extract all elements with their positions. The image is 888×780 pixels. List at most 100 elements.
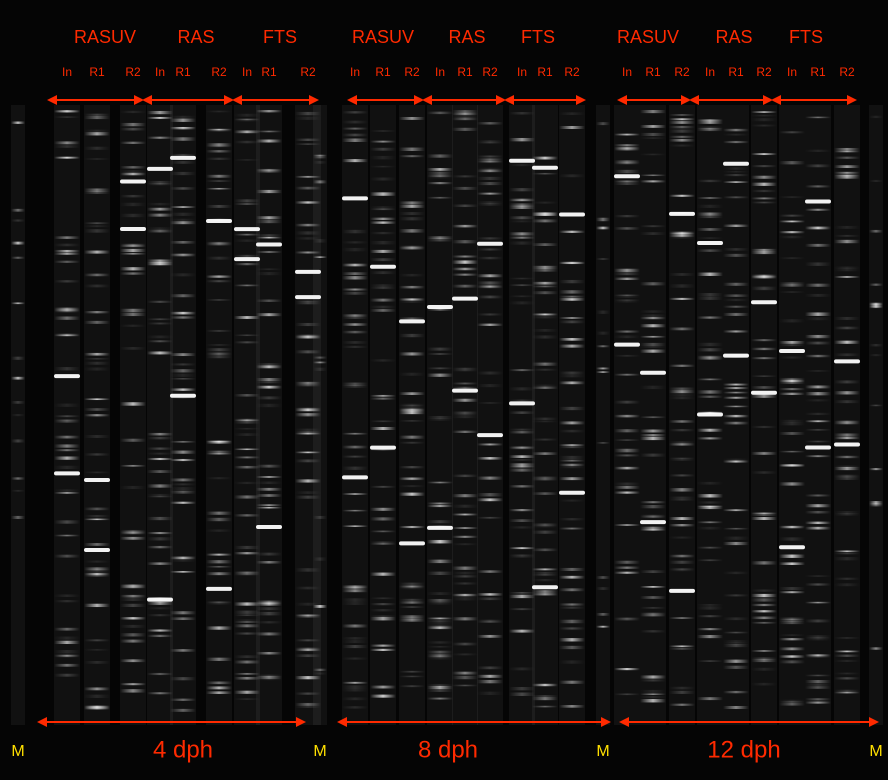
band (120, 312, 146, 317)
band (399, 204, 425, 208)
band (751, 621, 777, 624)
band (427, 571, 453, 576)
band (313, 605, 327, 608)
band (669, 129, 695, 133)
band (834, 436, 860, 440)
group-label: RAS (448, 27, 485, 47)
band (532, 315, 558, 319)
band (669, 118, 695, 121)
band (370, 685, 396, 689)
band (697, 412, 723, 417)
band (452, 175, 478, 178)
band (477, 597, 503, 601)
band (509, 431, 535, 434)
band (170, 161, 196, 164)
band (779, 545, 805, 550)
band (342, 445, 368, 449)
band (640, 225, 666, 228)
band (120, 530, 146, 533)
band (54, 663, 80, 667)
band (723, 405, 749, 408)
band (751, 598, 777, 602)
lane-label: R1 (810, 65, 826, 79)
band (84, 273, 110, 277)
band (669, 144, 695, 147)
band (54, 334, 80, 337)
band (399, 299, 425, 303)
band (669, 496, 695, 500)
band (206, 174, 232, 178)
band (751, 357, 777, 360)
band (206, 517, 232, 522)
band (532, 219, 558, 223)
band (452, 617, 478, 621)
band (477, 176, 503, 180)
band (84, 146, 110, 150)
band (477, 476, 503, 480)
band (295, 702, 321, 706)
band (147, 614, 173, 617)
band (84, 572, 110, 576)
band (805, 445, 831, 450)
band (147, 166, 173, 171)
band (120, 639, 146, 643)
band (805, 116, 831, 119)
lane-label: R1 (175, 65, 191, 79)
band (779, 419, 805, 423)
band (640, 570, 666, 574)
band (669, 703, 695, 706)
band (751, 425, 777, 429)
band (532, 362, 558, 366)
band (54, 489, 80, 492)
band (452, 597, 478, 601)
band (84, 415, 110, 418)
band (509, 459, 535, 461)
band (805, 521, 831, 525)
band (697, 634, 723, 639)
band (751, 512, 777, 515)
band (399, 201, 425, 205)
band (614, 429, 640, 433)
band (370, 305, 396, 309)
lane (834, 105, 860, 725)
band (723, 460, 749, 463)
band (477, 155, 503, 160)
band (532, 525, 558, 528)
band (54, 249, 80, 253)
band (779, 282, 805, 285)
band (805, 312, 831, 316)
band (54, 449, 80, 452)
band (669, 457, 695, 460)
band (234, 118, 260, 122)
band (640, 416, 666, 419)
band (170, 294, 196, 298)
band (84, 471, 110, 474)
lane-label: R1 (645, 65, 661, 79)
band (640, 528, 666, 531)
band (452, 527, 478, 529)
band (805, 199, 831, 204)
band (669, 554, 695, 558)
band (779, 655, 805, 658)
band (120, 110, 146, 114)
band (295, 269, 321, 274)
band (342, 466, 368, 470)
band (614, 448, 640, 451)
band (54, 116, 80, 118)
band (697, 390, 723, 394)
band (723, 253, 749, 257)
band (427, 236, 453, 240)
band (869, 647, 883, 650)
band (452, 382, 478, 385)
band (614, 373, 640, 376)
band (313, 672, 327, 675)
band (640, 586, 666, 588)
lane (313, 105, 327, 725)
band (295, 116, 321, 120)
band (452, 430, 478, 433)
band (869, 501, 883, 505)
band (779, 131, 805, 134)
band (640, 515, 666, 519)
band (54, 520, 80, 524)
band (452, 284, 478, 288)
